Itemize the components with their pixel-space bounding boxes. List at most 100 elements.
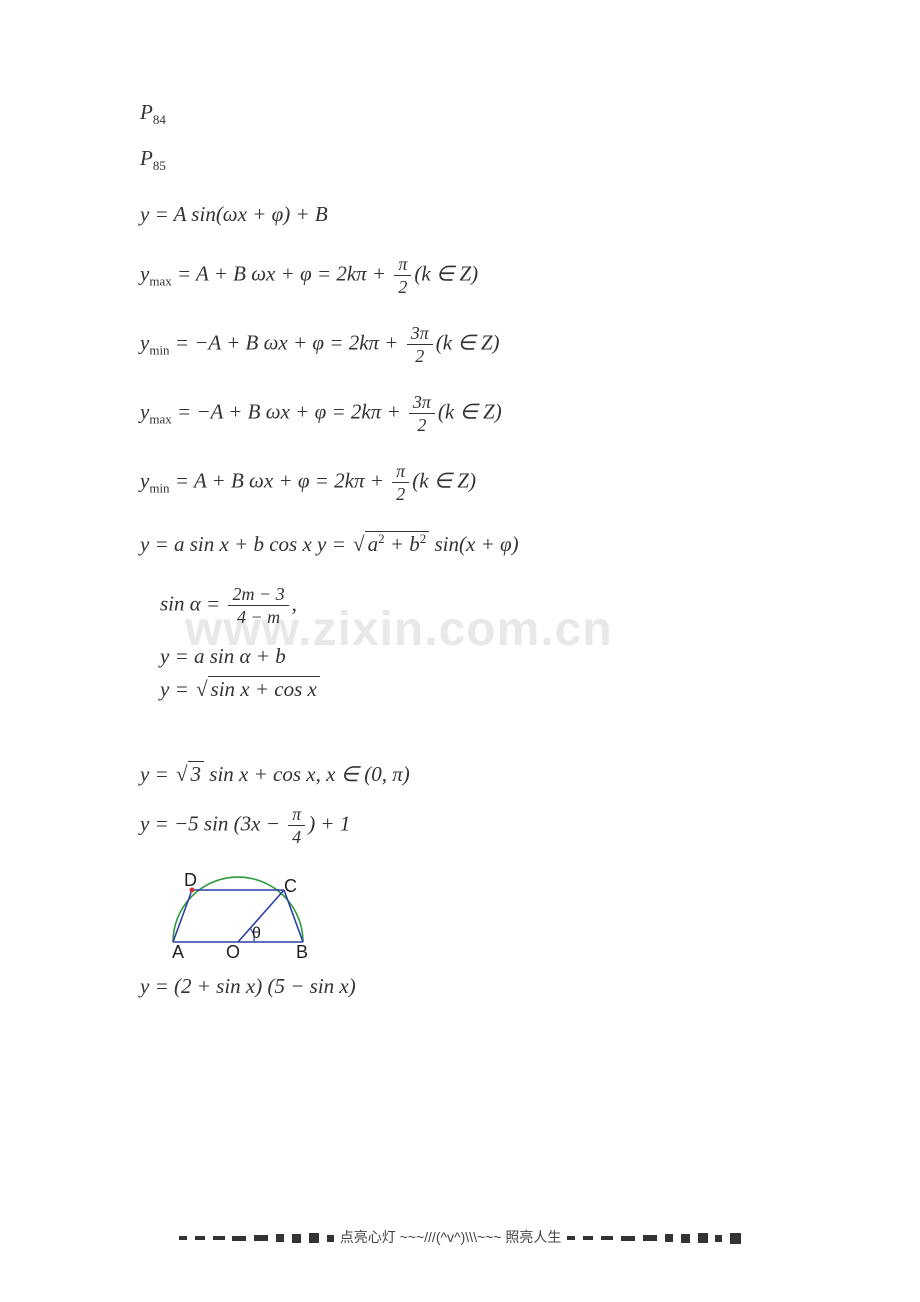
footer-dash-icon — [232, 1236, 246, 1241]
eq11-frac: π4 — [288, 805, 305, 846]
footer-block-icon — [730, 1233, 741, 1244]
eq5-sub: min — [149, 481, 169, 496]
eq6-b2: 2 — [420, 531, 427, 546]
diagram-svg: D C A O B θ — [158, 864, 328, 959]
eq10-sqrt-body: 3 — [188, 761, 205, 786]
footer-right: 照亮人生 — [505, 1229, 561, 1245]
eq7-frac: 2m − 34 − m — [228, 585, 288, 626]
ref-p84-sym: P — [140, 100, 153, 124]
eq3-mid: = −A + B ωx + φ = 2kπ + — [170, 331, 404, 355]
eq2-frac-d: 2 — [394, 276, 411, 296]
eq6-tail: sin(x + φ) — [429, 532, 518, 556]
eq-sin-alpha: sin α = 2m − 34 − m, — [140, 585, 780, 626]
eq-y-asinalpha: y = a sin α + b — [140, 644, 780, 669]
sqrt-icon: √ — [353, 532, 365, 556]
footer-block-icon — [715, 1235, 722, 1242]
footer-block-icon — [327, 1235, 334, 1242]
footer-dash-icon — [179, 1236, 187, 1240]
eq5-tail: (k ∈ Z) — [412, 469, 476, 493]
footer: 点亮心灯 ~~~///(^v^)\\\~~~ 照亮人生 — [0, 1227, 920, 1247]
eq4-frac: 3π2 — [409, 393, 435, 434]
footer-block-icon — [292, 1234, 301, 1243]
eq6-a: a — [368, 532, 379, 556]
footer-block-icon — [698, 1233, 708, 1243]
eq2-frac-n: π — [394, 255, 411, 276]
footer-block-icon — [681, 1234, 690, 1243]
eq-ymin-b: ymin = A + B ωx + φ = 2kπ + π2(k ∈ Z) — [140, 462, 780, 503]
eq-y-sqrt3: y = √3 sin x + cos x, x ∈ (0, π) — [140, 762, 780, 787]
sqrt-icon: √ — [196, 677, 208, 701]
footer-dash-icon — [567, 1236, 575, 1240]
footer-dash-icon — [621, 1236, 635, 1241]
eq11-tail: ) + 1 — [308, 812, 350, 836]
eq4-sub: max — [149, 412, 171, 427]
eq-ymin-a: ymin = −A + B ωx + φ = 2kπ + 3π2(k ∈ Z) — [140, 324, 780, 365]
line-ad — [173, 890, 192, 942]
eq-y-neg5sin: y = −5 sin (3x − π4) + 1 — [140, 805, 780, 846]
eq2-tail: (k ∈ Z) — [414, 262, 478, 286]
eq-y-product: y = (2 + sin x) (5 − sin x) — [140, 974, 780, 999]
eq-asinx-bcosx: y = a sin x + b cos x y = √a2 + b2 sin(x… — [140, 531, 780, 557]
eq4-frac-d: 2 — [409, 414, 435, 434]
eq6-sqrt-body: a2 + b2 — [365, 531, 430, 556]
line-cb — [284, 890, 303, 942]
line-oc — [238, 890, 284, 942]
eq-general: y = A sin(ωx + φ) + B — [140, 202, 780, 227]
eq-general-text: y = A sin(ωx + φ) + B — [140, 202, 328, 226]
eq11-frac-n: π — [288, 805, 305, 826]
eq2-frac: π2 — [394, 255, 411, 296]
eq10-tail: sin x + cos x, x ∈ (0, π) — [204, 762, 410, 786]
eq4-mid: = −A + B ωx + φ = 2kπ + — [172, 400, 406, 424]
sqrt-icon: √ — [176, 762, 188, 786]
eq6-pre: y = a sin x + b cos x y = — [140, 532, 351, 556]
content-area: P84 P85 y = A sin(ωx + φ) + B ymax = A +… — [140, 100, 780, 1017]
eq3-frac-d: 2 — [407, 345, 433, 365]
eq7-suffix: , — [292, 592, 297, 616]
eq9-pre: y = — [160, 677, 194, 701]
eq-y-sqrt-sinx-cosx: y = √sin x + cos x — [140, 677, 780, 702]
label-b: B — [296, 942, 308, 959]
footer-dash-icon — [583, 1236, 593, 1240]
footer-dash-icon — [195, 1236, 205, 1240]
eq3-y: y — [140, 331, 149, 355]
footer-block-icon — [309, 1233, 319, 1243]
eq4-y: y — [140, 400, 149, 424]
eq-ymax-a: ymax = A + B ωx + φ = 2kπ + π2(k ∈ Z) — [140, 255, 780, 296]
eq4-tail: (k ∈ Z) — [438, 400, 502, 424]
eq3-frac: 3π2 — [407, 324, 433, 365]
eq6-plus-b: + b — [385, 532, 420, 556]
label-theta: θ — [252, 925, 261, 942]
eq10-pre: y = — [140, 762, 174, 786]
eq5-y: y — [140, 469, 149, 493]
eq3-tail: (k ∈ Z) — [436, 331, 500, 355]
footer-dash-icon — [213, 1236, 225, 1240]
eq11-frac-d: 4 — [288, 826, 305, 846]
eq5-frac: π2 — [392, 462, 409, 503]
eq3-frac-n: 3π — [407, 324, 433, 345]
eq10-sqrt: √3 — [174, 762, 204, 787]
footer-left: 点亮心灯 — [340, 1229, 396, 1245]
eq7-frac-n: 2m − 3 — [228, 585, 288, 606]
eq4-frac-n: 3π — [409, 393, 435, 414]
footer-dash-icon — [643, 1235, 657, 1241]
eq7-frac-d: 4 − m — [228, 606, 288, 626]
footer-dash-icon — [601, 1236, 613, 1240]
ref-p85-sym: P — [140, 146, 153, 170]
label-d: D — [184, 870, 197, 890]
eq5-mid: = A + B ωx + φ = 2kπ + — [170, 469, 390, 493]
footer-mid: ~~~///(^v^)\\\~~~ — [400, 1229, 502, 1245]
eq11-pre: y = −5 sin (3x − — [140, 812, 285, 836]
page: www.zixin.com.cn P84 P85 y = A sin(ωx + … — [0, 0, 920, 1302]
footer-block-icon — [665, 1234, 673, 1242]
label-c: C — [284, 876, 297, 896]
eq2-mid: = A + B ωx + φ = 2kπ + — [172, 262, 392, 286]
eq2-sub: max — [149, 274, 171, 289]
eq5-frac-n: π — [392, 462, 409, 483]
eq2-y: y — [140, 262, 149, 286]
footer-block-icon — [276, 1234, 284, 1242]
label-a: A — [172, 942, 184, 959]
eq9-sqrt: √sin x + cos x — [194, 677, 320, 702]
ref-p84: P84 — [140, 100, 780, 128]
eq9-body: sin x + cos x — [208, 676, 320, 701]
ref-p85-sub: 85 — [153, 158, 166, 173]
